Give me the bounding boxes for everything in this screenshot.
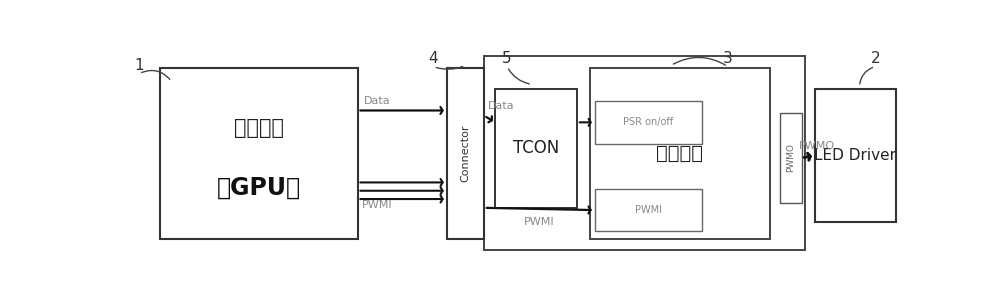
Text: LED Driver: LED Driver	[814, 148, 896, 163]
Text: 5: 5	[502, 51, 512, 66]
Text: 4: 4	[429, 51, 438, 66]
Bar	[780, 113, 802, 203]
Bar	[590, 68, 770, 238]
Text: （GPU）: （GPU）	[217, 175, 301, 199]
Bar	[595, 189, 702, 231]
Text: 前端系统: 前端系统	[234, 118, 284, 138]
Text: 控制模块: 控制模块	[656, 144, 703, 163]
Text: PWMI: PWMI	[362, 200, 392, 210]
Text: 1: 1	[134, 58, 144, 73]
Text: 3: 3	[723, 51, 733, 66]
Bar	[160, 68, 358, 238]
Bar	[495, 89, 577, 208]
Text: PWMO: PWMO	[786, 144, 795, 172]
Text: Data: Data	[488, 101, 514, 111]
Text: 2: 2	[870, 51, 880, 66]
Text: PSR on/off: PSR on/off	[623, 117, 673, 127]
Text: PWMO: PWMO	[799, 141, 835, 151]
Bar	[595, 101, 702, 144]
Text: TCON: TCON	[513, 140, 559, 157]
Text: Connector: Connector	[460, 124, 470, 182]
Bar	[484, 56, 805, 250]
Text: PWMI: PWMI	[635, 205, 662, 215]
Bar	[815, 89, 896, 222]
Bar	[447, 68, 484, 238]
Text: PWMI: PWMI	[524, 217, 555, 227]
Text: Data: Data	[364, 96, 390, 106]
